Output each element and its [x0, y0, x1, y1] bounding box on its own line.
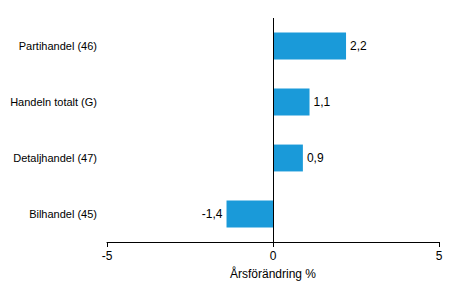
svg-text:1,1: 1,1: [314, 95, 331, 109]
svg-text:-5: -5: [102, 249, 113, 263]
svg-text:Bilhandel (45): Bilhandel (45): [29, 208, 97, 220]
svg-text:Partihandel (46): Partihandel (46): [19, 40, 97, 52]
svg-text:2,2: 2,2: [350, 39, 367, 53]
svg-text:Handeln totalt (G): Handeln totalt (G): [10, 96, 97, 108]
svg-text:0: 0: [270, 249, 277, 263]
svg-text:Detaljhandel (47): Detaljhandel (47): [13, 152, 97, 164]
svg-text:5: 5: [436, 249, 443, 263]
svg-text:-1,4: -1,4: [202, 207, 223, 221]
svg-text:Årsförändring %: Årsförändring %: [230, 266, 316, 281]
svg-text:0,9: 0,9: [307, 151, 324, 165]
